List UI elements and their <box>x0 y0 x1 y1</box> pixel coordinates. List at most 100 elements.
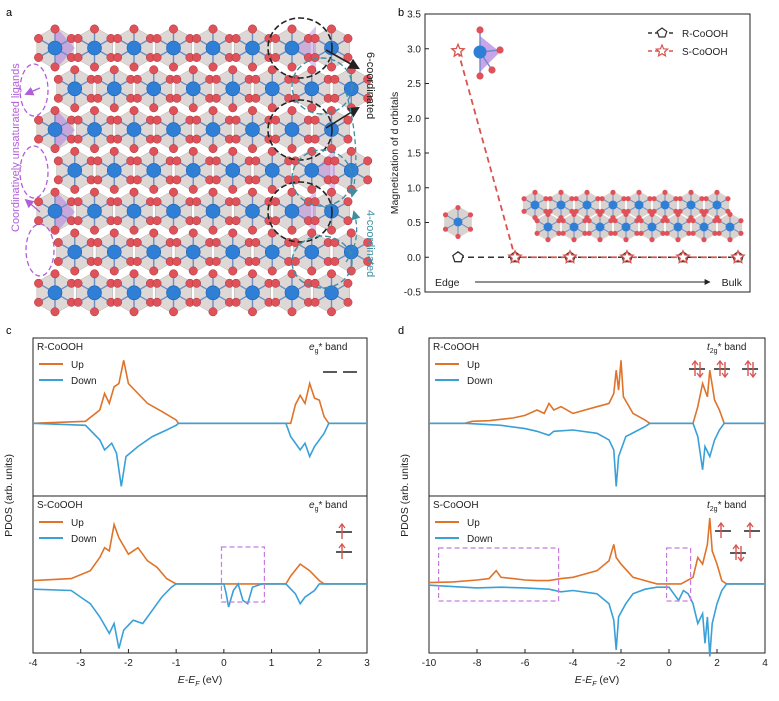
oxygen-atom <box>686 230 692 236</box>
oxygen-atom <box>129 62 139 72</box>
oxygen-atom <box>152 278 162 288</box>
cobalt-atom <box>87 40 102 56</box>
cobalt-atom <box>205 285 221 301</box>
oxygen-atom <box>442 212 449 218</box>
arrow <box>325 106 360 129</box>
oxygen-atom <box>192 297 201 307</box>
cobalt-atom <box>582 200 592 210</box>
coordinatively-unsaturated-label: Coordinatively unsaturated ligands <box>10 63 22 232</box>
band-subscript: g <box>315 506 319 513</box>
spin-down-curve <box>32 582 367 649</box>
band-symbol: t <box>707 500 711 511</box>
cobalt-atom <box>87 122 102 137</box>
oxygen-atom <box>496 46 504 54</box>
oxygen-atom <box>149 184 159 194</box>
oxygen-atom <box>113 134 122 144</box>
oxygen-atom <box>152 53 162 62</box>
oxygen-atom <box>109 184 119 194</box>
band-label: t2g* band <box>707 342 747 355</box>
oxygen-atom <box>582 230 588 236</box>
oxygen-atom <box>664 230 670 236</box>
oxygen-atom <box>149 228 159 238</box>
oxygen-atom <box>211 93 221 103</box>
cobalt-atom <box>324 285 339 301</box>
x-tick-label: 1 <box>269 658 275 669</box>
oxygen-atom <box>50 307 60 317</box>
oxygen-atom <box>673 196 679 202</box>
oxygen-atom <box>169 269 178 279</box>
oxygen-atom <box>307 266 317 276</box>
oxygen-atom <box>109 65 119 75</box>
oxygen-atom <box>271 197 280 207</box>
legend-label-up: Up <box>71 360 84 371</box>
oxygen-atom <box>34 197 43 207</box>
oxygen-atom <box>363 175 373 185</box>
oxygen-atom <box>310 134 320 144</box>
cobalt-atom <box>126 203 142 219</box>
oxygen-atom <box>586 218 592 224</box>
unsaturated-ligand-marker <box>25 223 55 277</box>
cobalt-atom <box>225 244 241 260</box>
lattice-overlays <box>19 17 361 289</box>
cobalt-atom <box>67 163 83 178</box>
oxygen-atom <box>132 238 142 247</box>
cobalt-atom <box>673 222 683 232</box>
y-tick-label: 3.0 <box>407 44 421 55</box>
oxygen-atom <box>690 230 696 236</box>
bulk-structure-inset <box>534 211 562 243</box>
data-point-s-cooh <box>507 249 523 264</box>
oxygen-atom <box>53 156 63 166</box>
bulk-structure-inset <box>560 211 588 243</box>
x-tick-label: 2 <box>714 658 720 669</box>
oxygen-atom <box>287 106 297 116</box>
bulk-structure-inset <box>638 211 666 243</box>
spin-up-head <box>717 521 725 528</box>
spin-down-head <box>737 556 745 563</box>
oxygen-atom <box>327 144 336 154</box>
y-axis-label: PDOS (arb. units) <box>3 454 15 537</box>
oxygen-atom <box>248 62 257 72</box>
cobalt-atom <box>556 200 566 210</box>
oxygen-atom <box>271 297 280 307</box>
oxygen-atom <box>547 196 553 202</box>
oxygen-atom <box>271 134 280 144</box>
oxygen-atom <box>597 211 603 217</box>
oxygen-atom <box>310 197 320 207</box>
oxygen-atom <box>231 278 241 288</box>
oxygen-atom <box>73 297 83 307</box>
legend-label-up: Up <box>467 518 480 529</box>
oxygen-atom <box>211 156 221 166</box>
oxygen-atom <box>634 218 640 224</box>
cobalt-atom <box>205 122 221 137</box>
x-label-main: E-E <box>575 674 594 686</box>
oxygen-atom <box>346 146 356 156</box>
x-tick-label: -6 <box>521 658 530 669</box>
oxygen-atom <box>152 197 162 207</box>
oxygen-atom <box>330 93 340 103</box>
unsaturated-site-inset <box>473 26 504 80</box>
oxygen-atom <box>571 237 577 243</box>
oxygen-atom <box>571 211 577 217</box>
oxygen-atom <box>608 230 614 236</box>
oxygen-atom <box>660 218 666 224</box>
oxygen-atom <box>113 297 122 307</box>
x-axis-label: E-EF (eV) <box>575 674 620 688</box>
oxygen-atom <box>343 278 353 288</box>
x-tick-label: -3 <box>76 658 85 669</box>
oxygen-atom <box>327 187 336 197</box>
oxygen-atom <box>686 218 692 224</box>
bulk-structure-inset <box>573 189 601 221</box>
oxygen-atom <box>228 65 238 75</box>
oxygen-atom <box>307 228 317 238</box>
bulk-structure-inset <box>625 189 653 221</box>
cobalt-atom <box>725 222 735 232</box>
oxygen-atom <box>346 228 356 238</box>
oxygen-atom <box>612 230 618 236</box>
oxygen-atom <box>208 24 218 34</box>
oxygen-atom <box>716 230 722 236</box>
oxygen-atom <box>132 175 142 185</box>
cobalt-atom <box>304 81 320 97</box>
oxygen-atom <box>53 257 63 266</box>
band-suffix: * band <box>318 500 347 511</box>
oxygen-atom <box>211 74 221 84</box>
